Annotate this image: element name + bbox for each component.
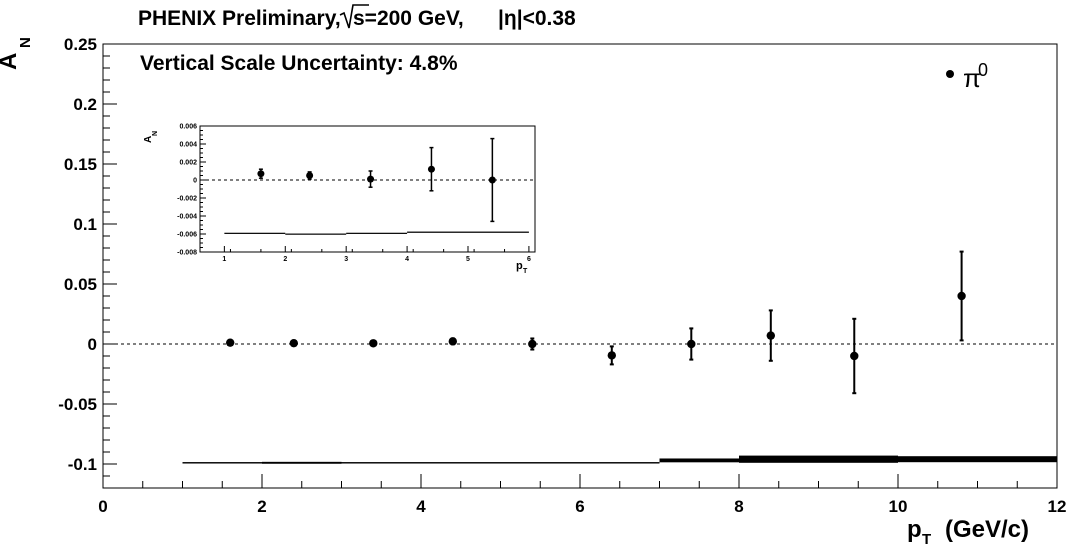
x-axis-label-unit: (GeV/c)	[945, 516, 1029, 543]
y-tick-label: -0.05	[58, 395, 97, 414]
data-point	[528, 339, 537, 349]
y-tick-label: -0.002	[177, 195, 197, 202]
data-point	[367, 175, 375, 183]
y-axis-label-sub: N	[17, 37, 34, 48]
x-axis-label-sub: T	[922, 531, 931, 548]
data-point	[957, 291, 966, 301]
x-tick-label: 6	[575, 497, 584, 516]
x-tick-label: 4	[416, 497, 426, 516]
x-tick-label: 6	[527, 256, 531, 263]
x-tick-label: 5	[466, 256, 470, 263]
y-tick-label: 0.004	[179, 141, 197, 148]
data-point	[369, 339, 378, 348]
x-tick-label: 8	[734, 497, 743, 516]
x-tick-label: 2	[257, 497, 266, 516]
sqrt-symbol	[339, 4, 369, 29]
data-point	[257, 170, 265, 178]
y-tick-label: 0.2	[73, 95, 97, 114]
y-tick-label: 0.15	[64, 155, 97, 174]
y-tick-label: 0	[88, 335, 97, 354]
data-point	[448, 337, 457, 346]
y-tick-label: 0.006	[179, 123, 197, 130]
data-point	[427, 165, 435, 173]
x-tick-label: 1	[222, 256, 226, 263]
chart-title-energy: s=200 GeV,	[353, 7, 464, 30]
y-tick-label: 0.25	[64, 35, 97, 54]
systematic-uncertainty-box	[421, 462, 501, 464]
systematic-uncertainty-box	[580, 462, 660, 464]
legend-label: π	[963, 63, 981, 93]
y-tick-label: 0	[193, 177, 197, 184]
y-tick-label: -0.1	[68, 455, 97, 474]
y-tick-label: 0.1	[73, 215, 97, 234]
y-tick-label: -0.006	[177, 231, 197, 238]
inset-x-axis-label: p	[516, 260, 523, 272]
systematic-uncertainty-box	[407, 231, 529, 233]
systematic-uncertainty-box	[898, 456, 1057, 463]
inset-plot: 1 2 3 4 5 6 -0.008 -0.006 -0.004 -0.002 0 0.002 0.00…	[177, 123, 536, 263]
x-tick-label: 12	[1048, 497, 1067, 516]
data-point	[306, 172, 314, 179]
systematic-uncertainty-box	[262, 461, 342, 464]
x-tick-label: 4	[405, 256, 409, 263]
y-tick-label: 0.002	[179, 159, 197, 166]
systematic-uncertainty-box	[659, 458, 739, 463]
systematic-uncertainty-box	[285, 233, 347, 235]
chart-subtitle: Vertical Scale Uncertainty: 4.8%	[140, 52, 458, 75]
data-point	[289, 338, 298, 348]
inset-x-axis-label-sub: T	[523, 268, 528, 275]
chart-title: PHENIX Preliminary,	[138, 7, 341, 30]
data-point	[766, 331, 775, 340]
data-point	[687, 339, 696, 349]
inset-plot-frame	[199, 125, 536, 253]
legend: π 0	[946, 60, 988, 93]
systematic-uncertainty-box	[341, 462, 421, 464]
chart-title-eta: |η|<0.38	[498, 7, 576, 30]
x-axis-label: p	[907, 516, 922, 543]
y-tick-label: -0.004	[177, 213, 197, 220]
inset-y-axis-label: A	[143, 136, 154, 143]
systematic-uncertainty-box	[224, 232, 286, 234]
x-tick-label: 10	[889, 497, 908, 516]
y-tick-label: -0.008	[177, 249, 197, 256]
data-point	[607, 351, 616, 360]
legend-superscript: 0	[978, 60, 988, 80]
systematic-uncertainty-box	[346, 232, 408, 234]
systematic-uncertainty-box	[739, 455, 898, 463]
systematic-uncertainty-box	[182, 462, 262, 464]
y-tick-label: 0.05	[64, 275, 97, 294]
y-axis-label: A	[0, 53, 22, 70]
x-tick-label: 0	[98, 497, 107, 516]
data-point	[488, 176, 496, 184]
x-tick-label: 3	[344, 256, 348, 263]
data-point	[226, 338, 235, 347]
data-point	[850, 351, 859, 361]
systematic-uncertainty-box	[500, 462, 580, 464]
main-plot-frame	[102, 43, 1058, 489]
inset-y-axis-label-sub: N	[152, 131, 159, 136]
x-tick-label: 2	[283, 256, 287, 263]
legend-marker	[946, 70, 954, 78]
